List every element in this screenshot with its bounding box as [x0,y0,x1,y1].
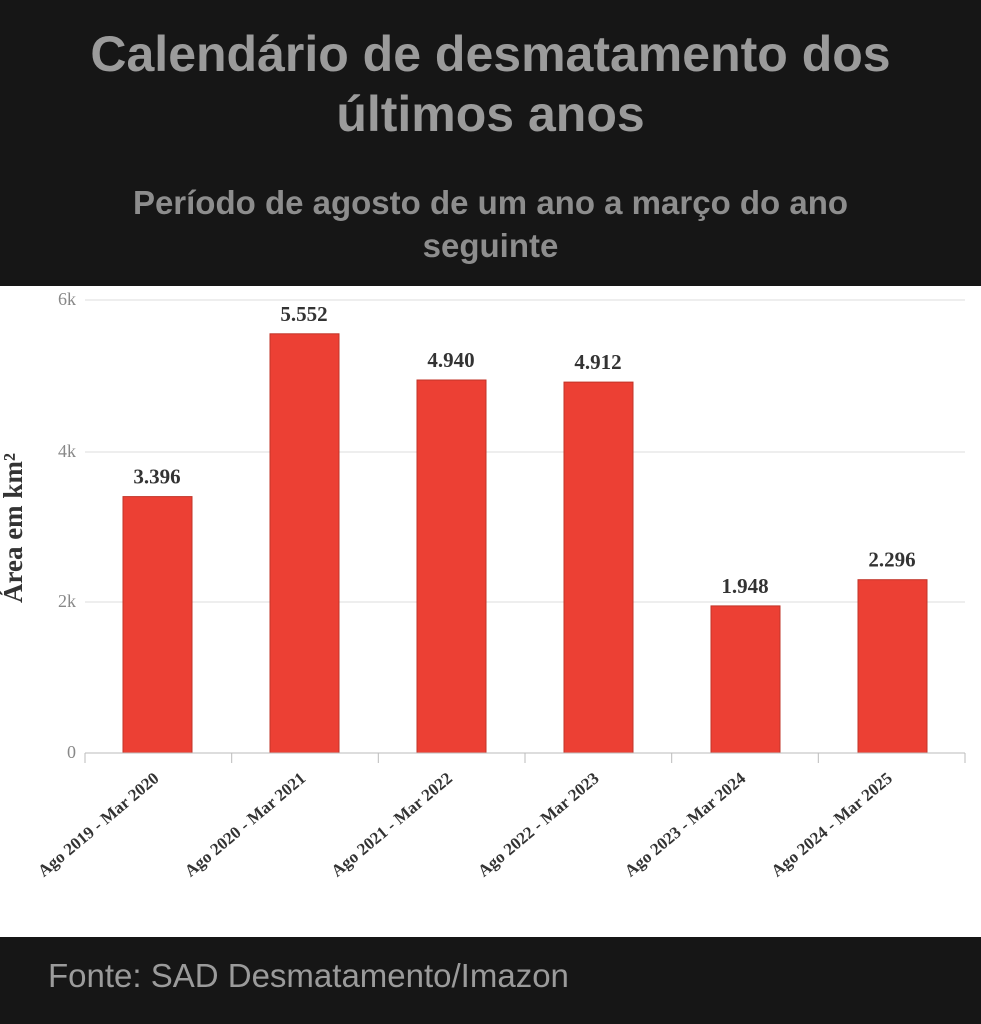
svg-text:6k: 6k [58,289,76,309]
svg-text:2.296: 2.296 [868,548,915,572]
svg-text:Ago 2021 - Mar 2022: Ago 2021 - Mar 2022 [328,769,456,881]
svg-text:Ago 2023 - Mar 2024: Ago 2023 - Mar 2024 [621,768,750,880]
svg-text:Ago 2022 - Mar 2023: Ago 2022 - Mar 2023 [474,769,602,881]
svg-text:Ago 2024 - Mar 2025: Ago 2024 - Mar 2025 [768,769,896,881]
svg-text:1.948: 1.948 [721,574,768,598]
svg-text:Área em km²: Área em km² [0,453,28,603]
svg-text:5.552: 5.552 [280,302,327,326]
svg-text:4k: 4k [58,441,76,461]
svg-text:4.940: 4.940 [427,348,474,372]
svg-text:4.912: 4.912 [574,350,621,374]
svg-text:3.396: 3.396 [133,465,180,489]
svg-text:Ago 2020 - Mar 2021: Ago 2020 - Mar 2021 [181,769,309,881]
svg-text:Ago 2019 - Mar 2020: Ago 2019 - Mar 2020 [34,769,162,881]
svg-text:2k: 2k [58,591,76,611]
svg-text:0: 0 [67,742,76,762]
